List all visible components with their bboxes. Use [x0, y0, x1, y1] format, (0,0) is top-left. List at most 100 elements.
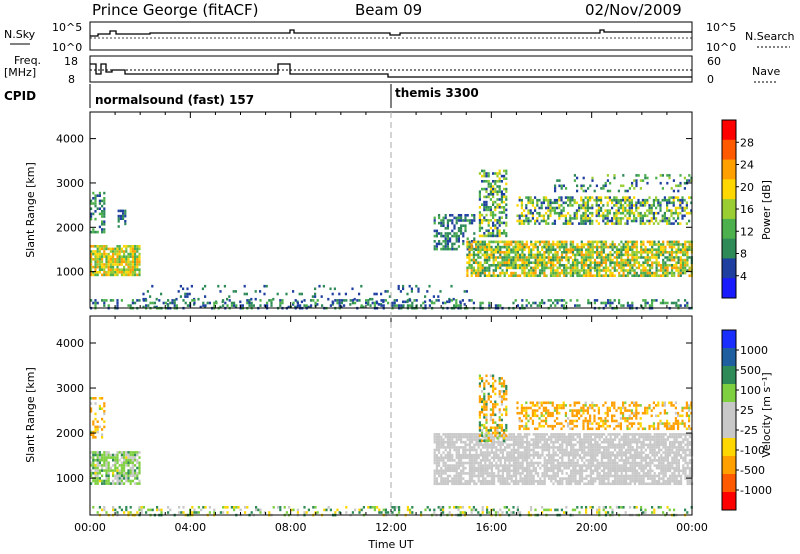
heatmap-cell	[567, 482, 570, 486]
heatmap-cell	[627, 459, 630, 462]
heatmap-cell	[653, 477, 656, 480]
heatmap-cell	[510, 477, 513, 480]
heatmap-cell	[651, 245, 654, 249]
heatmap-cell	[481, 226, 484, 230]
heatmap-cell	[103, 458, 106, 462]
heatmap-cell	[109, 453, 112, 457]
heatmap-cell	[193, 301, 196, 305]
heatmap-cell	[499, 443, 502, 447]
heatmap-cell	[446, 446, 449, 449]
heatmap-cell	[118, 458, 121, 462]
heatmap-cell	[500, 211, 503, 214]
heatmap-cell	[563, 304, 566, 307]
heatmap-cell	[658, 435, 661, 439]
heatmap-cell	[439, 290, 442, 293]
heatmap-cell	[440, 443, 443, 447]
heatmap-cell	[543, 443, 546, 447]
heatmap-cell	[527, 201, 530, 205]
heatmap-cell	[129, 271, 132, 274]
heatmap-cell	[481, 169, 484, 173]
heatmap-cell	[584, 206, 587, 210]
heatmap-cell	[609, 435, 612, 439]
heatmap-cell	[666, 446, 669, 449]
heatmap-cell	[600, 245, 603, 249]
heatmap-cell	[550, 438, 553, 441]
heatmap-cell	[492, 211, 495, 214]
heatmap-cell	[112, 258, 115, 261]
heatmap-cell	[607, 245, 610, 249]
heatmap-cell	[653, 474, 656, 478]
heatmap-cell	[622, 464, 625, 467]
heatmap-cell	[123, 268, 126, 271]
heatmap-cell	[98, 407, 101, 410]
heatmap-cell	[449, 240, 452, 243]
heatmap-cell	[98, 404, 101, 408]
heatmap-cell	[593, 261, 597, 264]
heatmap-cell	[485, 229, 488, 232]
heatmap-cell	[468, 251, 471, 254]
heatmap-cell	[527, 264, 531, 267]
heatmap-cell	[638, 474, 641, 478]
heatmap-cell	[607, 479, 610, 483]
heatmap-cell	[604, 253, 608, 257]
heatmap-cell	[548, 451, 551, 454]
heatmap-cell	[624, 189, 627, 193]
heatmap-cell	[561, 477, 564, 480]
heatmap-cell	[457, 216, 460, 220]
heatmap-cell	[660, 435, 663, 439]
heatmap-cell	[127, 304, 130, 307]
heatmap-cell	[672, 204, 675, 207]
heatmap-cell	[116, 461, 119, 465]
heatmap-cell	[683, 198, 686, 202]
heatmap-cell	[633, 469, 636, 473]
heatmap-cell	[631, 438, 634, 441]
heatmap-cell	[483, 187, 486, 191]
heatmap-cell	[640, 477, 643, 480]
heatmap-cell	[497, 438, 500, 441]
heatmap-cell	[103, 207, 106, 210]
heatmap-cell	[618, 248, 621, 251]
heatmap-cell	[637, 274, 641, 277]
heatmap-cell	[440, 219, 443, 222]
heatmap-cell	[471, 461, 474, 465]
heatmap-cell	[582, 198, 585, 202]
heatmap-cell	[505, 216, 508, 219]
heatmap-cell	[500, 195, 503, 199]
heatmap-cell	[559, 469, 562, 473]
heatmap-cell	[552, 472, 555, 475]
heatmap-cell	[496, 232, 499, 235]
heatmap-cell	[681, 196, 684, 199]
heatmap-cell	[402, 287, 405, 291]
heatmap-cell	[438, 438, 441, 441]
heatmap-cell	[105, 255, 108, 258]
heatmap-cell	[494, 172, 497, 175]
heatmap-cell	[404, 300, 407, 304]
heatmap-cell	[103, 197, 106, 200]
heatmap-cell	[468, 240, 471, 244]
heatmap-cell	[561, 443, 564, 447]
heatmap-cell	[631, 240, 634, 244]
heatmap-cell	[627, 433, 630, 436]
heatmap-cell	[468, 221, 471, 225]
heatmap-cell	[539, 482, 542, 486]
heatmap-cell	[629, 433, 632, 436]
heatmap-cell	[537, 433, 540, 436]
heatmap-cell	[498, 206, 501, 209]
heatmap-cell	[433, 435, 436, 439]
beam-label: Beam 09	[355, 1, 422, 19]
heatmap-cell	[478, 211, 481, 214]
heatmap-cell	[517, 464, 520, 467]
heatmap-cell	[679, 258, 682, 262]
heatmap-cell	[488, 256, 491, 259]
heatmap-cell	[496, 226, 499, 230]
heatmap-cell	[125, 451, 128, 454]
heatmap-cell	[173, 299, 176, 302]
heatmap-cell	[123, 458, 126, 462]
heatmap-cell	[136, 268, 139, 271]
heatmap-cell	[505, 213, 508, 217]
heatmap-cell	[666, 456, 669, 460]
heatmap-cell	[550, 464, 553, 467]
heatmap-cell	[98, 247, 101, 251]
heatmap-cell	[131, 268, 134, 271]
heatmap-cell	[662, 435, 665, 439]
